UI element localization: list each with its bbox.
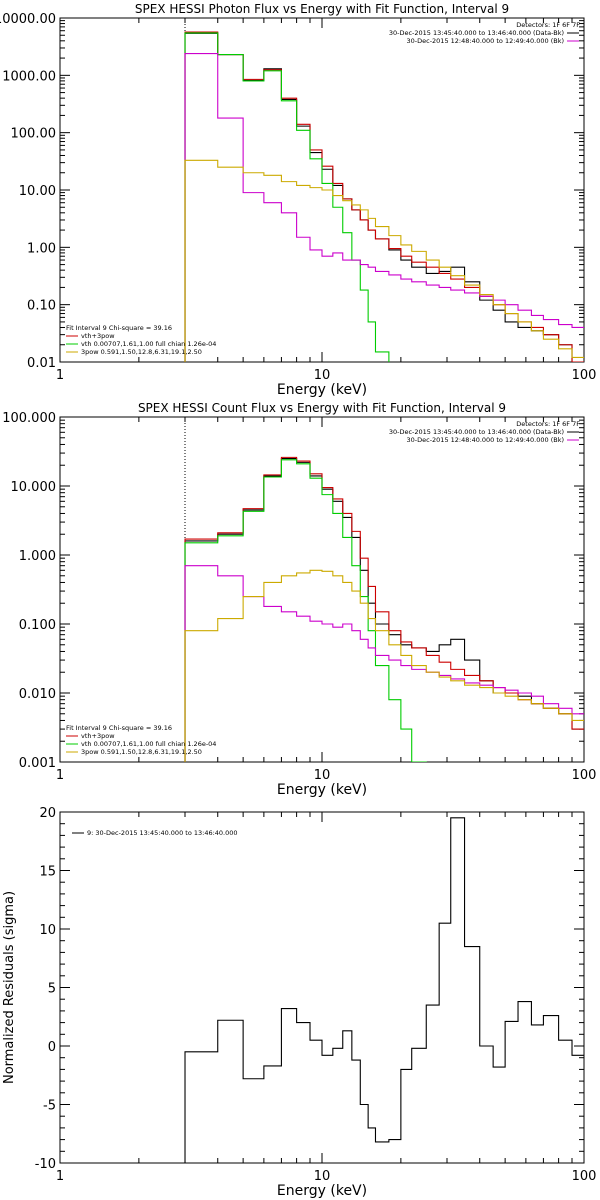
- y-tick-label: -5: [43, 1099, 56, 1114]
- y-tick-label: -10: [35, 1157, 56, 1172]
- x-tick-label: 1: [56, 768, 64, 783]
- y-tick-label: 1000.00: [2, 69, 56, 84]
- fit-legend-entry: vth 0.00707,1.61,1.00 full chian 1.26e-0…: [81, 340, 216, 348]
- series-line-2: [185, 457, 584, 767]
- x-tick-label: 100: [572, 768, 597, 783]
- series-line-5: [185, 570, 584, 767]
- y-tick-label: 100.00: [11, 127, 57, 142]
- x-tick-label: 10: [314, 1169, 331, 1184]
- y-tick-label: 5: [48, 982, 56, 997]
- y-axis-label: Normalized Residuals (sigma): [2, 891, 17, 1084]
- y-tick-label: 10: [39, 923, 56, 938]
- y-tick-label: 10000.00: [0, 12, 56, 27]
- y-tick-label: 0.10: [27, 299, 56, 314]
- y-tick-label: 10.000: [11, 480, 57, 495]
- legend-entry-text: 30-Dec-2015 13:45:40.000 to 13:46:40.000…: [389, 428, 564, 436]
- y-tick-label: 0.100: [19, 618, 56, 633]
- fit-legend-title: Fit Interval 9 Chi-square = 39.16: [66, 324, 172, 332]
- fit-legend-entry: vth+3pow: [81, 332, 115, 340]
- x-tick-label: 1: [56, 1169, 64, 1184]
- y-tick-label: 1.00: [27, 241, 56, 256]
- fit-legend-entry: 3pow 0.591,1.50,12.8,6.31,19.1,2.50: [81, 748, 202, 756]
- legend-entry-text: 9: 30-Dec-2015 13:45:40.000 to 13:46:40.…: [87, 829, 238, 837]
- y-tick-label: 0.001: [19, 756, 56, 771]
- x-tick-label: 100: [572, 368, 597, 383]
- chart-canvas: SPEX HESSI Photon Flux vs Energy with Fi…: [0, 0, 600, 1200]
- x-axis-label: Energy (keV): [277, 382, 367, 398]
- chart-panel-3: 1 10 100 Energy (keV) 20 15 10 5 0 -5 -10 Normalize…: [2, 806, 596, 1199]
- y-tick-label: 20: [39, 806, 56, 821]
- plot-area: [185, 457, 584, 767]
- plot-frame: [60, 417, 584, 762]
- series-line-1: [185, 818, 584, 1168]
- x-axis-label: Energy (keV): [277, 1183, 367, 1199]
- chart-title: SPEX HESSI Count Flux vs Energy with Fit…: [138, 401, 506, 415]
- y-tick-label: 1.000: [19, 549, 56, 564]
- series-line-4: [185, 54, 584, 367]
- fit-legend-entry: 3pow 0.591,1.50,12.8,6.31,19.1,2.50: [81, 348, 202, 356]
- legend-entry-text: 30-Dec-2015 12:48:40.000 to 12:49:40.000…: [407, 436, 565, 444]
- x-axis-label: Energy (keV): [277, 782, 367, 798]
- plot-frame: [60, 812, 584, 1163]
- y-tick-label: 15: [39, 865, 56, 880]
- series-line-3: [185, 460, 426, 767]
- series-line-4: [185, 566, 584, 767]
- y-tick-label: 10.00: [19, 184, 56, 199]
- plot-area: [185, 818, 584, 1168]
- x-tick-label: 100: [572, 1169, 597, 1184]
- y-tick-label: 0: [48, 1040, 56, 1055]
- x-tick-label: 10: [314, 768, 331, 783]
- legend-entry-text: 30-Dec-2015 12:48:40.000 to 12:49:40.000…: [407, 37, 565, 45]
- x-tick-label: 10: [314, 368, 331, 383]
- x-tick-label: 1: [56, 368, 64, 383]
- series-line-2: [185, 32, 584, 367]
- series-line-1: [185, 459, 584, 767]
- y-tick-label: 0.01: [27, 356, 56, 371]
- legend-entry-text: 30-Dec-2015 13:45:40.000 to 13:46:40.000…: [389, 29, 564, 37]
- series-line-5: [185, 160, 584, 367]
- y-tick-label: 0.010: [19, 687, 56, 702]
- plot-area: [185, 32, 584, 379]
- fit-legend-entry: vth+3pow: [81, 732, 115, 740]
- chart-panel-1: SPEX HESSI Photon Flux vs Energy with Fi…: [0, 2, 596, 398]
- chart-panel-2: SPEX HESSI Count Flux vs Energy with Fit…: [2, 401, 596, 798]
- detectors-label: Detectors: 1F 6F 7F: [516, 420, 580, 428]
- chart-title: SPEX HESSI Photon Flux vs Energy with Fi…: [135, 2, 509, 16]
- fit-legend-entry: vth 0.00707,1.61,1.00 full chian 1.26e-0…: [81, 740, 216, 748]
- y-tick-label: 100.000: [2, 411, 56, 426]
- detectors-label: Detectors: 1F 6F 7F: [516, 21, 580, 29]
- fit-legend-title: Fit Interval 9 Chi-square = 39.16: [66, 724, 172, 732]
- series-line-1: [185, 33, 584, 367]
